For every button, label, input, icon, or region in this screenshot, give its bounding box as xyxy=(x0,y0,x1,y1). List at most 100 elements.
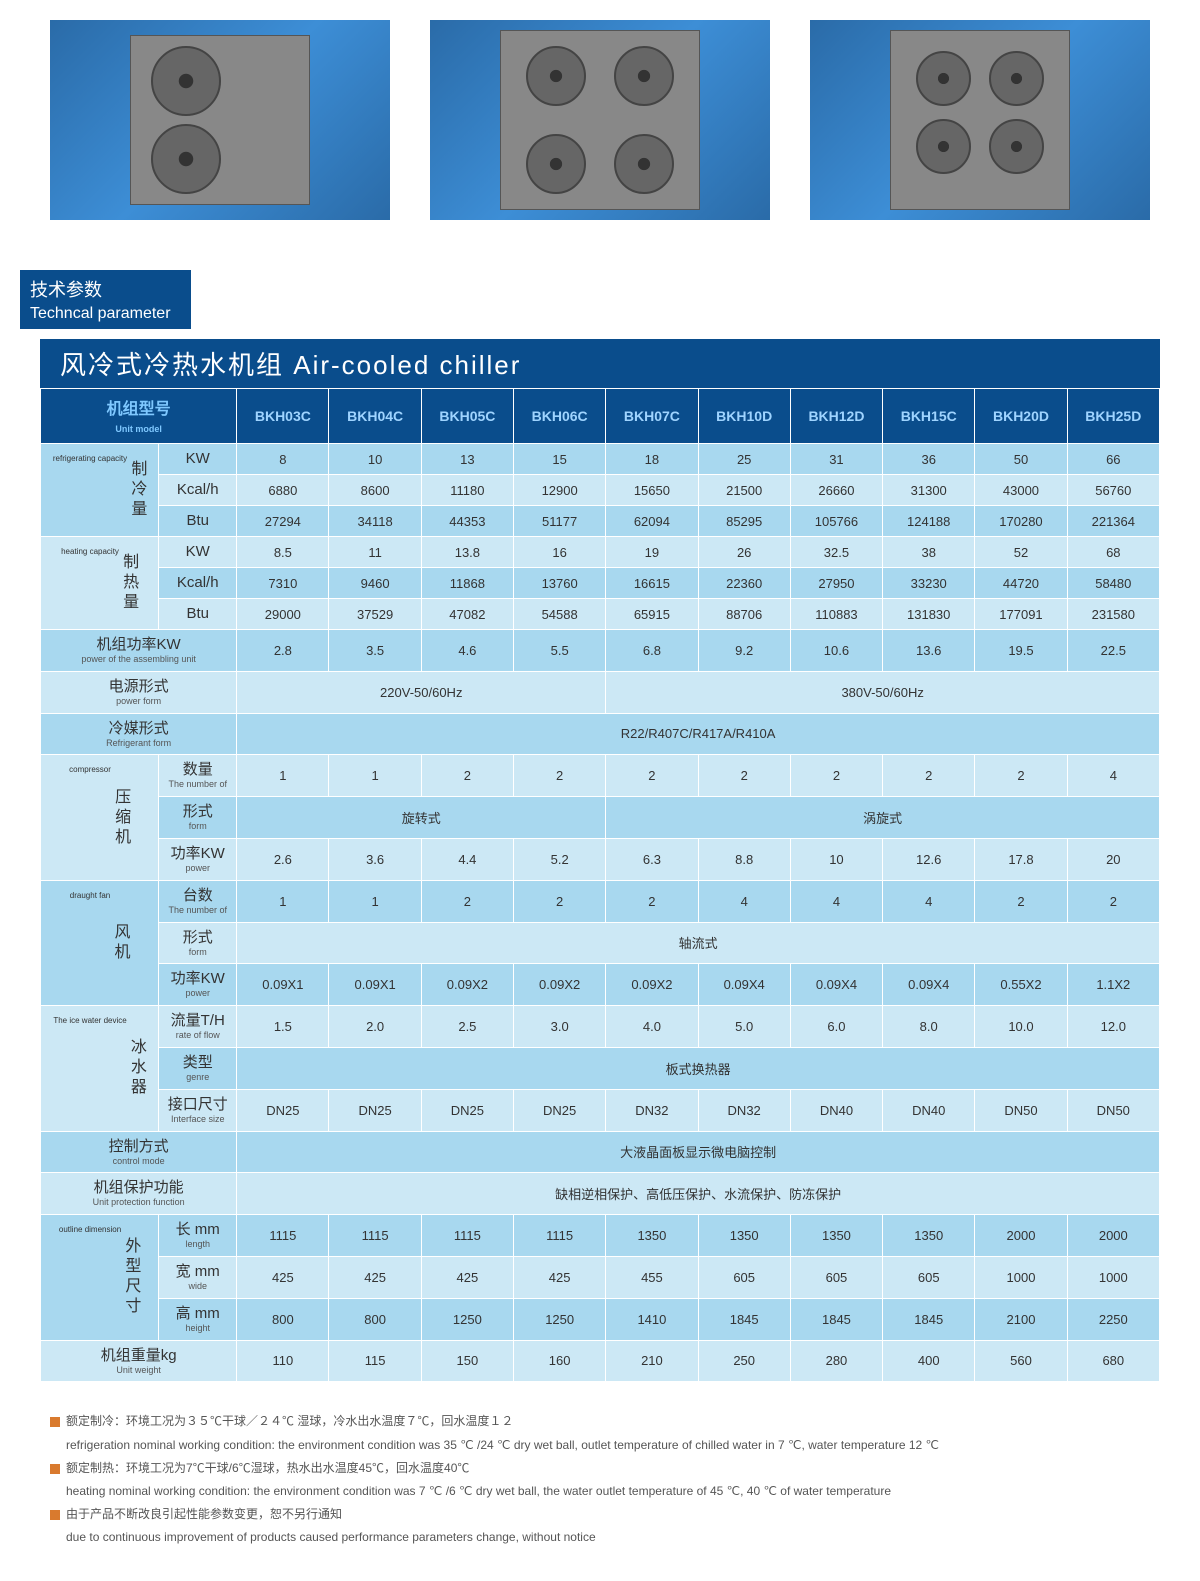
table-cell: 124188 xyxy=(883,506,975,537)
table-cell: 2 xyxy=(514,755,606,797)
table-cell: 800 xyxy=(329,1298,421,1340)
table-cell: 10 xyxy=(329,444,421,475)
table-row: 机组重量kgUnit weight11011515016021025028040… xyxy=(41,1340,1160,1382)
product-image-2 xyxy=(430,20,770,220)
table-cell: 1 xyxy=(329,755,421,797)
table-cell: 2 xyxy=(790,755,882,797)
row-header: 机组保护功能Unit protection function xyxy=(41,1173,237,1215)
footnote-en: refrigeration nominal working condition:… xyxy=(50,1436,1150,1455)
table-cell: 38 xyxy=(883,537,975,568)
table-cell: 280 xyxy=(790,1340,882,1382)
table-cell: 58480 xyxy=(1067,568,1159,599)
footnote-cn: 额定制冷：环境工况为３５℃干球／２４℃ 湿球，冷水出水温度７℃，回水温度１２ xyxy=(50,1412,1150,1431)
table-cell: 51177 xyxy=(514,506,606,537)
table-row: 机组保护功能Unit protection function缺相逆相保护、高低压… xyxy=(41,1173,1160,1215)
table-cell: 15650 xyxy=(606,475,698,506)
table-row: 宽 mmwide42542542542545560560560510001000 xyxy=(41,1256,1160,1298)
table-cell: 1115 xyxy=(421,1215,513,1257)
table-cell: 1350 xyxy=(883,1215,975,1257)
table-cell: 62094 xyxy=(606,506,698,537)
model-header: BKH07C xyxy=(606,389,698,444)
spec-title: 风冷式冷热水机组 Air-cooled chiller xyxy=(40,339,1160,388)
table-cell: 12.6 xyxy=(883,838,975,880)
table-row: 压缩机compressor数量The number of1122222224 xyxy=(41,755,1160,797)
row-header: 风机draught fan xyxy=(41,880,159,1005)
row-header: 流量T/Hrate of flow xyxy=(159,1006,237,1048)
table-cell: 0.09X4 xyxy=(883,964,975,1006)
table-cell: DN40 xyxy=(883,1089,975,1131)
table-cell: 6.8 xyxy=(606,630,698,672)
table-cell: 65915 xyxy=(606,599,698,630)
table-cell: 425 xyxy=(329,1256,421,1298)
unit-model-head: 机组型号 Unit model xyxy=(41,389,237,444)
table-cell: 17.8 xyxy=(975,838,1067,880)
table-cell: 425 xyxy=(237,1256,329,1298)
table-cell: 150 xyxy=(421,1340,513,1382)
table-cell: 160 xyxy=(514,1340,606,1382)
table-cell: 15 xyxy=(514,444,606,475)
table-cell: 33230 xyxy=(883,568,975,599)
model-header: BKH25D xyxy=(1067,389,1159,444)
table-cell: 1000 xyxy=(975,1256,1067,1298)
table-cell: 2 xyxy=(421,755,513,797)
table-cell: 221364 xyxy=(1067,506,1159,537)
row-header: 功率KWpower xyxy=(159,838,237,880)
table-cell: 425 xyxy=(514,1256,606,1298)
table-cell: 0.09X2 xyxy=(606,964,698,1006)
row-header: 冰水器The ice water device xyxy=(41,1006,159,1131)
table-cell: 2 xyxy=(975,880,1067,922)
table-cell: 425 xyxy=(421,1256,513,1298)
table-cell: 3.5 xyxy=(329,630,421,672)
table-cell: 27294 xyxy=(237,506,329,537)
table-cell: 2 xyxy=(1067,880,1159,922)
section-header: 技术参数 Techncal parameter xyxy=(20,270,191,329)
table-row: Kcal/h6880860011180129001565021500266603… xyxy=(41,475,1160,506)
table-row: 电源形式power form220V-50/60Hz380V-50/60Hz xyxy=(41,671,1160,713)
table-cell: DN50 xyxy=(1067,1089,1159,1131)
table-cell: 6.3 xyxy=(606,838,698,880)
table-row: Btu2729434118443535117762094852951057661… xyxy=(41,506,1160,537)
table-cell: 54588 xyxy=(514,599,606,630)
table-cell: 16 xyxy=(514,537,606,568)
table-row: 接口尺寸Interface sizeDN25DN25DN25DN25DN32DN… xyxy=(41,1089,1160,1131)
table-cell: 8 xyxy=(237,444,329,475)
table-cell: 680 xyxy=(1067,1340,1159,1382)
table-cell: 大液晶面板显示微电脑控制 xyxy=(237,1131,1160,1173)
row-header: 接口尺寸Interface size xyxy=(159,1089,237,1131)
table-cell: 85295 xyxy=(698,506,790,537)
table-cell: 210 xyxy=(606,1340,698,1382)
table-cell: 31300 xyxy=(883,475,975,506)
table-cell: 1250 xyxy=(514,1298,606,1340)
table-cell: 220V-50/60Hz xyxy=(237,671,606,713)
table-cell: 0.09X1 xyxy=(329,964,421,1006)
table-cell: 32.5 xyxy=(790,537,882,568)
table-row: 外型尺寸outline dimension长 mmlength111511151… xyxy=(41,1215,1160,1257)
row-header: 高 mmheight xyxy=(159,1298,237,1340)
table-cell: 3.0 xyxy=(514,1006,606,1048)
model-header: BKH03C xyxy=(237,389,329,444)
table-cell: 68 xyxy=(1067,537,1159,568)
table-cell: 1845 xyxy=(883,1298,975,1340)
table-cell: DN50 xyxy=(975,1089,1067,1131)
table-cell: 2.0 xyxy=(329,1006,421,1048)
table-cell: 4.4 xyxy=(421,838,513,880)
table-cell: 110 xyxy=(237,1340,329,1382)
model-header: BKH12D xyxy=(790,389,882,444)
table-cell: 5.0 xyxy=(698,1006,790,1048)
row-header: Btu xyxy=(159,506,237,537)
row-header: 制冷量refrigerating capacity xyxy=(41,444,159,537)
footnote-en: heating nominal working condition: the e… xyxy=(50,1482,1150,1501)
row-header: 台数The number of xyxy=(159,880,237,922)
table-cell: 2.5 xyxy=(421,1006,513,1048)
table-row: 制热量heating capacityKW8.51113.816192632.5… xyxy=(41,537,1160,568)
table-cell: 2 xyxy=(421,880,513,922)
table-cell: 605 xyxy=(698,1256,790,1298)
model-header: BKH20D xyxy=(975,389,1067,444)
table-cell: 0.09X2 xyxy=(421,964,513,1006)
table-cell: 0.09X4 xyxy=(790,964,882,1006)
table-row: 形式form旋转式涡旋式 xyxy=(41,797,1160,839)
table-cell: 66 xyxy=(1067,444,1159,475)
table-cell: 8.5 xyxy=(237,537,329,568)
table-cell: 1410 xyxy=(606,1298,698,1340)
table-cell: 1115 xyxy=(237,1215,329,1257)
